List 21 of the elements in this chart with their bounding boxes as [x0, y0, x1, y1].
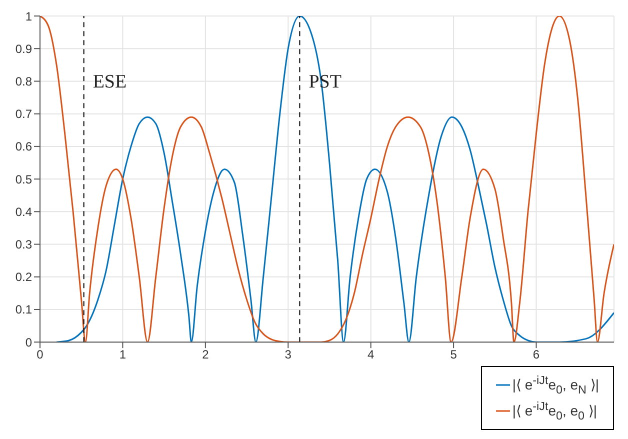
y-tick-label: 0.1 [15, 302, 32, 317]
legend-label: |⟨ e$^{-iJt}$e$_{0}$, e$_{0}$ ⟩| [512, 400, 598, 422]
y-tick-label: 0 [25, 335, 32, 350]
x-tick-label: 0 [36, 348, 44, 362]
x-tick-label: 5 [450, 348, 458, 362]
y-tick-label: 0.2 [15, 270, 32, 284]
y-tick-label: 0.3 [15, 238, 32, 252]
y-tick-label: 0.5 [15, 172, 32, 186]
x-tick-label: 6 [532, 348, 540, 362]
y-tick-label: 0.9 [15, 42, 32, 56]
y-tick-label: 0.4 [15, 204, 32, 219]
y-tick-label: 0.7 [15, 107, 32, 122]
y-tick-label: 0.8 [15, 74, 32, 88]
x-tick-label: 1 [119, 348, 126, 362]
legend-label: |⟨ e$^{-iJt}$e$_{0}$, e$_{N}$ ⟩| [512, 374, 599, 397]
ref-line-label: ESE [92, 72, 127, 93]
x-tick-label: 3 [284, 348, 292, 362]
x-tick-label: 4 [367, 348, 374, 362]
y-tick-label: 1 [25, 9, 32, 24]
x-tick-label: 2 [202, 348, 210, 362]
y-tick-label: 0.6 [15, 140, 32, 154]
